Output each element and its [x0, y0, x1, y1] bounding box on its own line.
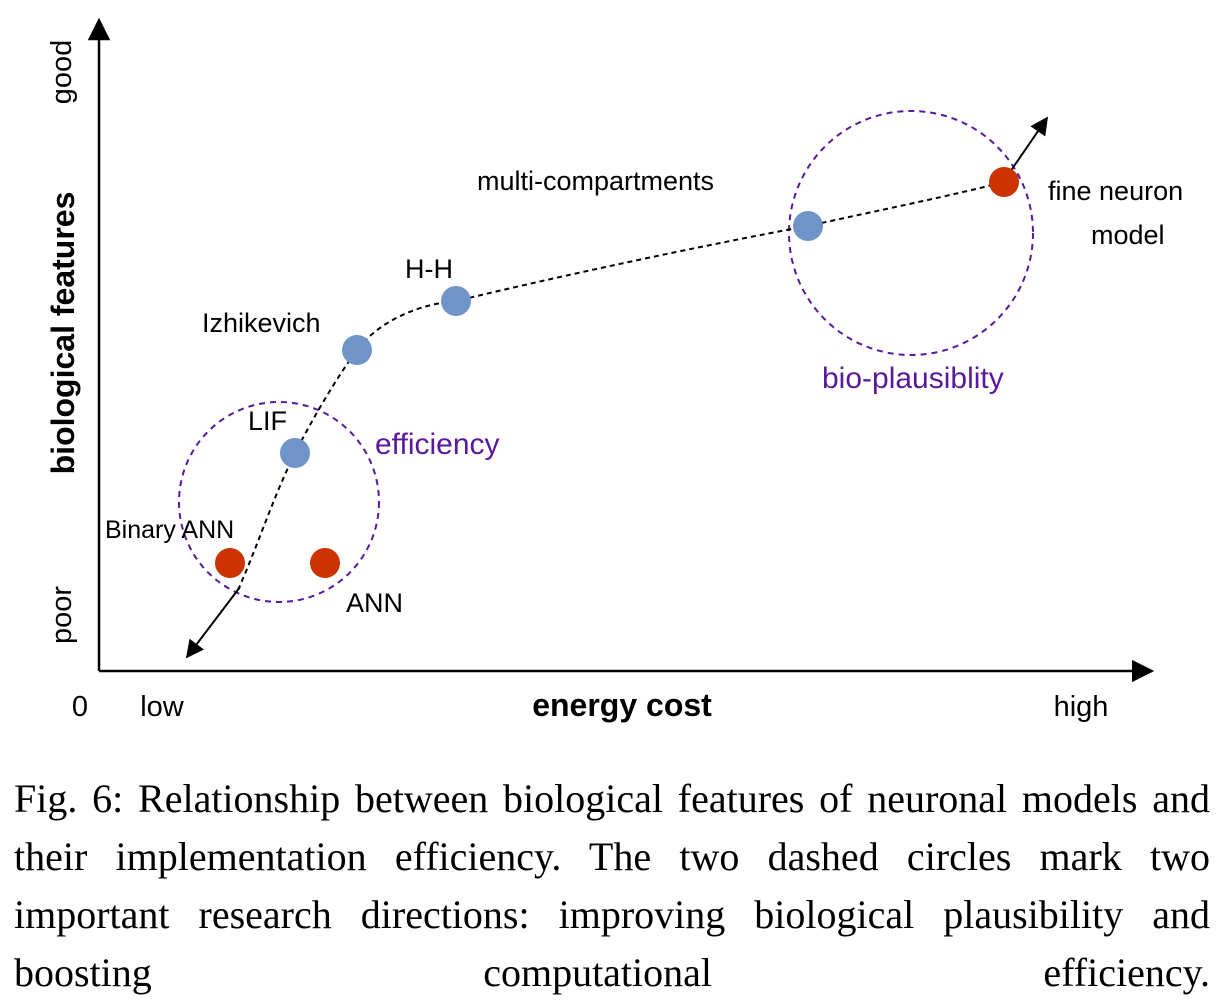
y-tick-high: good — [46, 40, 78, 105]
trend-arrow-high — [1009, 116, 1049, 173]
label-lif: LIF — [248, 406, 287, 436]
label-model: model — [1091, 220, 1165, 250]
y-tick-low: poor — [46, 586, 78, 644]
label-izhikevich: Izhikevich — [202, 308, 321, 338]
model-point-multi-compartments — [793, 211, 823, 241]
model-point-lif — [280, 438, 310, 468]
x-axis-title: energy cost — [532, 687, 712, 723]
bio-plausibility-label: bio-plausiblity — [822, 362, 1004, 395]
label-hh: H-H — [405, 254, 453, 284]
label-multi-compartments: multi-compartments — [477, 166, 714, 196]
model-point-ann — [310, 548, 340, 578]
x-tick-low: low — [140, 691, 185, 723]
model-point-izhikevich — [342, 335, 372, 365]
x-tick-high: high — [1054, 691, 1109, 723]
figure-caption: Fig. 6: Relationship between biological … — [14, 776, 1210, 995]
model-point-hh — [441, 286, 471, 316]
efficiency-region — [178, 401, 380, 603]
model-point-binary-ann — [215, 548, 245, 578]
label-ann: ANN — [346, 588, 403, 618]
x-tick-origin: 0 — [72, 691, 88, 723]
label-fine-neuron: fine neuron — [1048, 176, 1183, 206]
y-axis-title: biological features — [45, 192, 81, 475]
trend-arrow-low — [185, 586, 241, 659]
model-point-fine-neuron — [989, 167, 1019, 197]
model-tradeoff-diagram: biological features good poor energy cos… — [45, 17, 1183, 723]
label-binary-ann: Binary ANN — [105, 516, 234, 544]
efficiency-label: efficiency — [375, 428, 500, 461]
bio-plausibility-region — [788, 110, 1034, 356]
